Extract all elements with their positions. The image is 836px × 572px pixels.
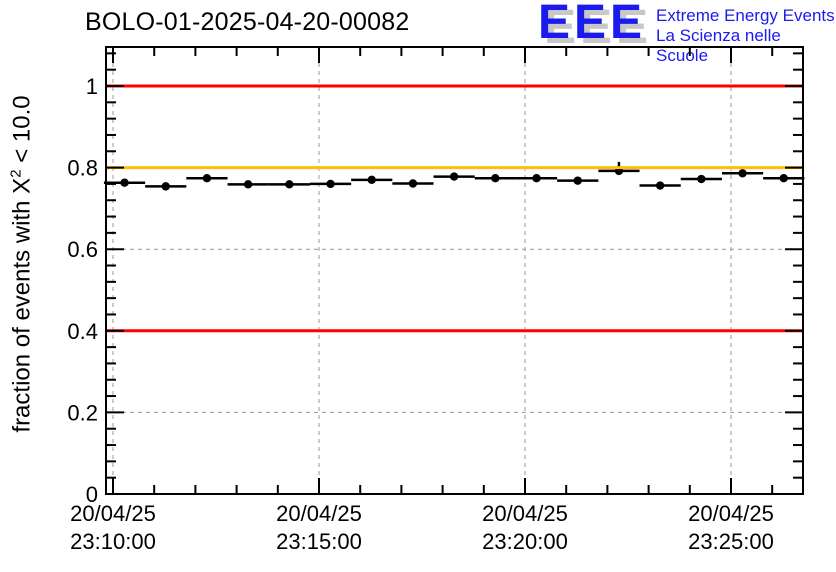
y-tick-label-0: 0: [86, 482, 98, 507]
plot-frame: [105, 46, 804, 495]
data-point-2: [202, 174, 212, 183]
x-tick-label-23:10:00: 20/04/25 23:10:00: [70, 501, 156, 554]
data-point-10: [532, 174, 541, 183]
plot-title: BOLO-01-2025-04-20-00082: [85, 8, 410, 36]
data-point-11: [573, 176, 582, 185]
y-tick-label-1: 1: [86, 74, 98, 99]
data-point-0: [120, 178, 129, 187]
data-point-4: [285, 180, 294, 189]
eee-logo-line1: Extreme Energy Events: [656, 6, 835, 25]
data-point-15: [738, 169, 747, 178]
data-point-6: [367, 175, 376, 185]
data-point-1: [161, 182, 170, 191]
eee-logo-acronym: EEE: [538, 0, 647, 49]
eee-logo: EEE Extreme Energy Events La Scienza nel…: [538, 0, 836, 66]
data-point-14: [697, 174, 706, 184]
eee-logo-line2: La Scienza nelle Scuole: [656, 26, 781, 65]
data-point-5: [326, 179, 335, 189]
x-tick-label-23:15:00: 20/04/25 23:15:00: [276, 501, 362, 554]
data-point-8: [449, 172, 459, 181]
data-point-16: [779, 174, 788, 183]
x-tick-label-23:20:00: 20/04/25 23:20:00: [482, 501, 568, 554]
y-tick-label-0.8: 0.8: [67, 156, 98, 181]
x-tick-label-23:25:00: 20/04/25 23:25:00: [688, 501, 774, 554]
y-tick-label-0.4: 0.4: [67, 319, 98, 344]
data-point-13: [655, 181, 665, 190]
y-tick-label-0.2: 0.2: [67, 400, 98, 425]
y-tick-label-0.6: 0.6: [67, 237, 98, 262]
eee-logo-text: Extreme Energy Events La Scienza nelle S…: [656, 1, 836, 66]
data-point-9: [491, 174, 500, 183]
data-point-7: [408, 179, 418, 188]
data-point-3: [243, 180, 253, 189]
